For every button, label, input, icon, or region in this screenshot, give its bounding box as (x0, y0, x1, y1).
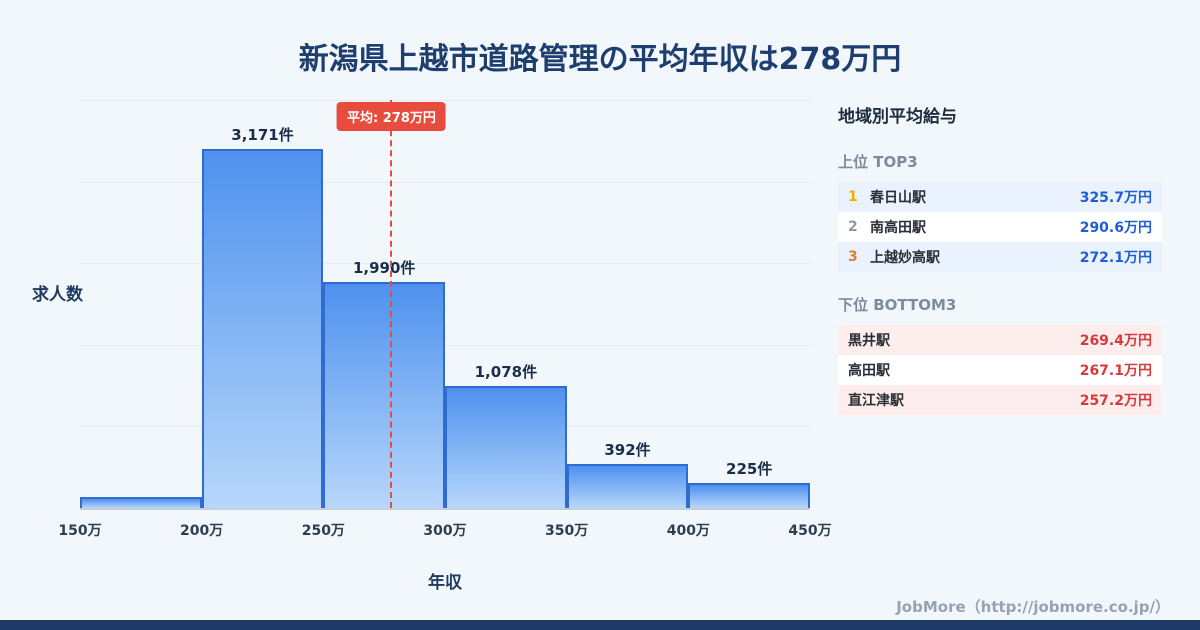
histogram-bars: 3,171件 1,990件 1,078件 392件 225件 (80, 100, 811, 508)
histogram-bar: 1,078件 (445, 363, 567, 508)
plot-area: 3,171件 1,990件 1,078件 392件 225件 平均: 278万円 (80, 100, 811, 510)
table-row: 直江津駅 257.2万円 (838, 385, 1162, 415)
rank-badge: 2 (848, 219, 858, 235)
histogram-bar: 3,171件 (201, 126, 324, 508)
average-badge: 平均: 278万円 (337, 102, 446, 131)
histogram-bar: 392件 (566, 441, 689, 508)
bottom-accent-bar (0, 620, 1200, 630)
x-tick: 400万 (666, 523, 710, 539)
gridline (80, 263, 810, 265)
x-axis-label: 年収 (428, 573, 462, 593)
salary-value: 325.7万円 (1079, 190, 1152, 206)
y-axis-label: 求人数 (32, 285, 83, 305)
station-name: 春日山駅 (870, 190, 926, 206)
station-name: 南高田駅 (870, 220, 926, 236)
table-row: 1 春日山駅 325.7万円 (838, 182, 1162, 212)
gridline (80, 100, 810, 101)
bottom3-table: 黒井駅 269.4万円 高田駅 267.1万円 直江津駅 257.2万円 (838, 325, 1162, 415)
bar-value-label: 1,990件 (352, 259, 416, 278)
top3-section-title: 上位 TOP3 (838, 153, 918, 171)
x-tick: 200万 (180, 523, 224, 539)
histogram-bar (80, 496, 202, 508)
station-name: 高田駅 (848, 363, 890, 379)
x-axis-ticks: 150万 200万 250万 300万 350万 400万 450万 (58, 520, 831, 540)
sidebar: 地域別平均給与 上位 TOP3 1 春日山駅 325.7万円 2 南高田駅 29… (838, 102, 1162, 415)
salary-value: 290.6万円 (1079, 220, 1152, 236)
top3-table: 1 春日山駅 325.7万円 2 南高田駅 290.6万円 3 上越妙高駅 27… (838, 182, 1162, 272)
rank-badge: 1 (848, 189, 858, 205)
bar-value-label: 225件 (726, 459, 773, 478)
station-name: 上越妙高駅 (870, 250, 940, 266)
x-tick: 300万 (423, 523, 467, 539)
histogram-bar: 1,990件 (323, 259, 446, 508)
salary-value: 269.4万円 (1079, 333, 1152, 349)
table-row: 高田駅 267.1万円 (838, 355, 1162, 385)
station-name: 直江津駅 (848, 393, 904, 409)
bar-value-label: 392件 (604, 440, 651, 459)
table-row: 2 南高田駅 290.6万円 (838, 212, 1162, 242)
bar-value-label: 3,171件 (231, 125, 294, 144)
x-tick: 150万 (58, 523, 102, 539)
x-tick: 450万 (788, 523, 832, 539)
rank-badge: 3 (848, 249, 858, 265)
histogram-bar: 225件 (688, 460, 811, 508)
salary-value: 257.2万円 (1079, 393, 1152, 409)
sidebar-title: 地域別平均給与 (838, 107, 957, 127)
bottom3-section-title: 下位 BOTTOM3 (838, 296, 957, 314)
table-row: 黒井駅 269.4万円 (838, 325, 1162, 355)
average-line (390, 100, 393, 508)
station-name: 黒井駅 (848, 333, 890, 349)
gridline (80, 181, 810, 183)
salary-value: 267.1万円 (1079, 363, 1152, 379)
page-title: 新潟県上越市道路管理の平均年収は278万円 (298, 42, 902, 77)
table-row: 3 上越妙高駅 272.1万円 (838, 242, 1162, 272)
salary-value: 272.1万円 (1079, 250, 1152, 266)
x-tick: 350万 (545, 523, 589, 539)
x-tick: 250万 (301, 523, 345, 539)
bar-value-label: 1,078件 (474, 362, 538, 381)
footer-credit: JobMore（http://jobmore.co.jp/） (896, 598, 1170, 616)
